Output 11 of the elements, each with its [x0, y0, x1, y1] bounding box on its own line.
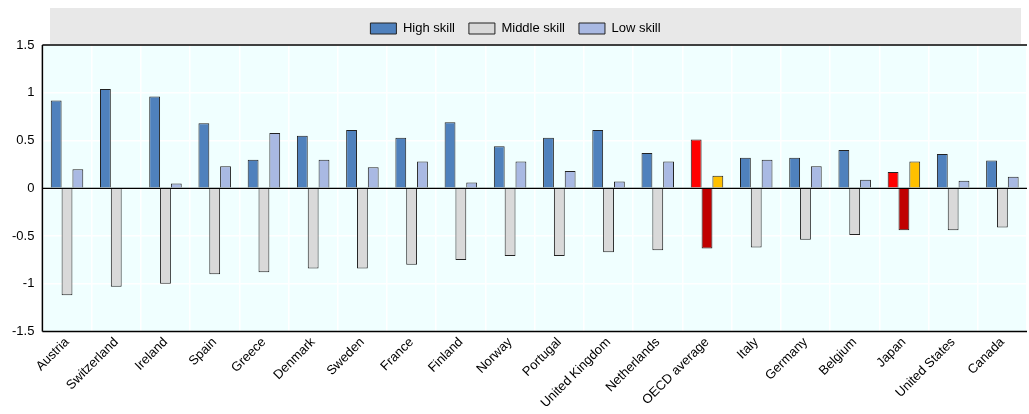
y-tick-label: 1.5 — [16, 36, 35, 52]
y-tick-label: 0 — [27, 179, 35, 195]
y-tick-label: -1 — [22, 275, 35, 291]
y-tick-label: 1 — [27, 84, 35, 100]
legend-label: Low skill — [611, 20, 661, 36]
y-tick-label: -1.5 — [11, 323, 35, 339]
x-tick-label: Italy — [733, 333, 762, 362]
y-tick-label: 0.5 — [16, 132, 35, 148]
legend-label: Middle skill — [501, 20, 566, 36]
y-tick-label: -0.5 — [11, 227, 35, 243]
legend-label: High skill — [402, 20, 456, 36]
